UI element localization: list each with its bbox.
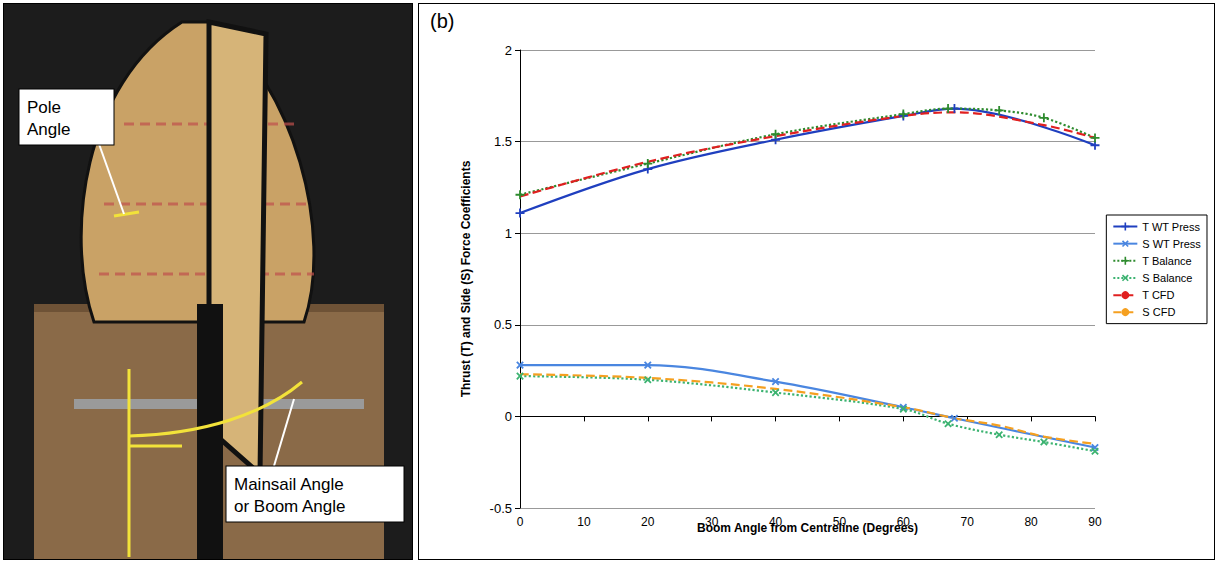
svg-text:S WT Press: S WT Press — [1142, 238, 1201, 250]
svg-text:1.5: 1.5 — [494, 134, 512, 149]
svg-text:10: 10 — [577, 515, 591, 529]
svg-text:0: 0 — [517, 515, 524, 529]
svg-text:2: 2 — [505, 43, 512, 58]
svg-text:20: 20 — [641, 515, 655, 529]
svg-text:S CFD: S CFD — [1142, 306, 1175, 318]
svg-text:T Balance: T Balance — [1142, 255, 1191, 267]
svg-text:Thrust (T) and Side (S) Force: Thrust (T) and Side (S) Force Coefficien… — [459, 160, 473, 397]
svg-text:Pole: Pole — [27, 98, 61, 117]
svg-text:0: 0 — [505, 409, 512, 424]
svg-text:Mainsail Angle: Mainsail Angle — [234, 475, 344, 494]
svg-text:1: 1 — [505, 226, 512, 241]
svg-text:or Boom Angle: or Boom Angle — [234, 497, 346, 516]
svg-text:70: 70 — [961, 515, 975, 529]
svg-text:60: 60 — [897, 515, 911, 529]
svg-text:T WT Press: T WT Press — [1142, 221, 1200, 233]
svg-text:0.5: 0.5 — [494, 317, 512, 332]
svg-text:(b): (b) — [430, 10, 454, 32]
svg-text:Boom Angle from Centreline (De: Boom Angle from Centreline (Degrees) — [697, 521, 918, 535]
svg-text:40: 40 — [769, 515, 783, 529]
svg-text:50: 50 — [833, 515, 847, 529]
svg-text:80: 80 — [1024, 515, 1038, 529]
svg-text:Angle: Angle — [27, 120, 70, 139]
svg-text:-0.5: -0.5 — [490, 501, 512, 516]
svg-text:S Balance: S Balance — [1142, 272, 1192, 284]
svg-text:T CFD: T CFD — [1142, 289, 1174, 301]
svg-text:90: 90 — [1088, 515, 1102, 529]
svg-text:30: 30 — [705, 515, 719, 529]
